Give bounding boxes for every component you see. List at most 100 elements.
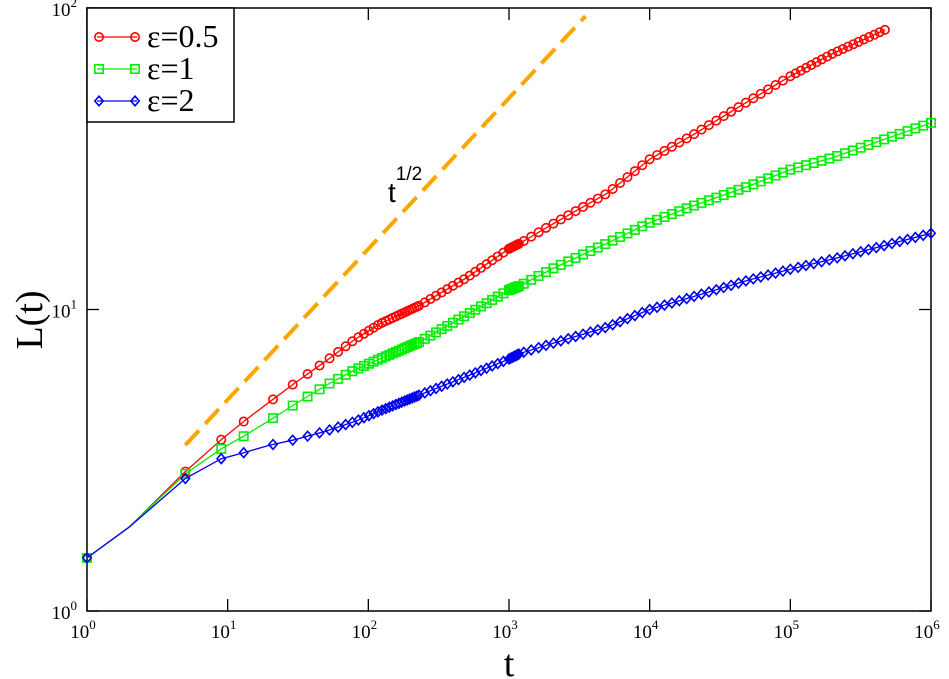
series-0-marker bbox=[816, 54, 827, 65]
series-0-marker bbox=[853, 36, 864, 47]
x-axis-title: t bbox=[504, 643, 515, 679]
legend-label-eps-0-5: ε=0.5 bbox=[147, 18, 218, 54]
series-0-marker bbox=[748, 93, 759, 104]
series-0-marker bbox=[615, 178, 626, 189]
series-0-marker bbox=[324, 353, 335, 364]
series-0-marker bbox=[837, 43, 848, 54]
series-0-marker bbox=[548, 218, 559, 229]
x-tick-label: 102 bbox=[352, 617, 378, 643]
legend-marker-1 bbox=[94, 64, 105, 75]
series-2-marker bbox=[267, 438, 279, 451]
series-2-marker bbox=[314, 426, 325, 439]
series-1-marker bbox=[314, 384, 325, 395]
series-1-marker bbox=[674, 206, 685, 217]
series-0-marker bbox=[879, 24, 890, 35]
series-1-marker bbox=[733, 184, 744, 195]
series-1-marker bbox=[347, 366, 358, 377]
series-1-marker bbox=[419, 333, 430, 344]
series-0-marker bbox=[726, 106, 737, 117]
series-2-marker bbox=[831, 251, 843, 264]
series-1-marker bbox=[681, 203, 692, 214]
series-1-marker bbox=[513, 281, 524, 292]
legend-box bbox=[86, 7, 235, 123]
reference-line-t-half bbox=[183, 14, 587, 447]
series-0-marker bbox=[533, 227, 544, 238]
series-2-marker bbox=[910, 231, 921, 244]
legend-marker-2 bbox=[93, 94, 105, 108]
series-1-marker bbox=[436, 324, 447, 335]
series-2-marker bbox=[302, 430, 313, 443]
series-1-marker bbox=[464, 308, 475, 319]
series-1-marker bbox=[475, 301, 486, 312]
series-2-marker bbox=[401, 393, 413, 406]
series-1-marker bbox=[748, 179, 759, 190]
series-2-marker bbox=[847, 247, 859, 260]
series-1-marker bbox=[777, 167, 788, 178]
series-0-marker bbox=[578, 201, 589, 212]
series-2-marker bbox=[368, 407, 379, 420]
series-0-marker bbox=[681, 133, 692, 144]
series-2-marker bbox=[871, 241, 882, 254]
series-1-marker bbox=[659, 211, 670, 222]
series-2-marker bbox=[863, 243, 874, 256]
series-2-marker bbox=[622, 312, 633, 325]
series-layer bbox=[81, 24, 937, 564]
series-0-marker bbox=[806, 59, 817, 70]
series-2-marker bbox=[399, 395, 410, 408]
series-1-marker bbox=[652, 214, 663, 225]
series-0-marker bbox=[740, 97, 751, 108]
series-2-marker bbox=[238, 446, 249, 459]
series-0-marker bbox=[570, 206, 581, 217]
series-0-marker bbox=[644, 154, 655, 165]
series-1-marker bbox=[459, 311, 470, 322]
series-1-marker bbox=[740, 182, 751, 193]
series-2 bbox=[81, 227, 937, 564]
series-1-marker bbox=[644, 217, 655, 228]
legend-marker-2 bbox=[129, 94, 141, 108]
series-0-marker bbox=[637, 160, 648, 171]
series-2-marker bbox=[81, 551, 93, 564]
series-2-marker bbox=[607, 318, 618, 331]
legend-marker-0 bbox=[130, 31, 141, 42]
series-0-marker bbox=[801, 62, 812, 73]
reference-layer bbox=[183, 14, 587, 447]
series-0-marker bbox=[696, 124, 707, 135]
series-1-marker bbox=[447, 317, 458, 328]
series-1-marker bbox=[770, 170, 781, 181]
series-0-marker bbox=[843, 41, 854, 52]
series-0-marker bbox=[314, 360, 325, 371]
series-1-marker bbox=[689, 200, 700, 211]
series-0-marker bbox=[600, 189, 611, 200]
series-0-marker bbox=[302, 369, 313, 380]
series-2-marker bbox=[332, 421, 344, 434]
series-0-marker bbox=[832, 46, 843, 57]
series-2-marker bbox=[358, 411, 370, 424]
series-0-marker bbox=[659, 145, 670, 156]
series-0-marker bbox=[777, 75, 788, 86]
series-1-marker bbox=[353, 363, 364, 374]
series-0-marker bbox=[513, 238, 524, 249]
series-0-marker bbox=[674, 137, 685, 148]
series-1-marker bbox=[470, 304, 481, 315]
series-0-marker bbox=[874, 27, 885, 38]
series-0-marker bbox=[555, 214, 566, 225]
series-1-marker bbox=[492, 291, 503, 302]
series-0-marker bbox=[858, 34, 869, 45]
series-2-marker bbox=[599, 321, 611, 334]
series-1-marker bbox=[453, 314, 464, 325]
series-1-marker bbox=[755, 176, 766, 187]
y-tick-label: 100 bbox=[52, 598, 78, 624]
series-1-marker bbox=[726, 187, 737, 198]
series-0-marker bbox=[238, 416, 249, 427]
series-0-marker bbox=[770, 80, 781, 91]
series-2-marker bbox=[614, 315, 626, 328]
series-0-marker bbox=[785, 71, 796, 82]
series-1-marker bbox=[287, 400, 298, 411]
series-0-marker bbox=[763, 84, 774, 95]
series-1-marker bbox=[431, 327, 442, 338]
series-0-marker bbox=[541, 222, 552, 233]
series-2-marker bbox=[513, 348, 525, 361]
series-2-marker bbox=[894, 235, 906, 248]
series-1-marker bbox=[302, 391, 313, 402]
